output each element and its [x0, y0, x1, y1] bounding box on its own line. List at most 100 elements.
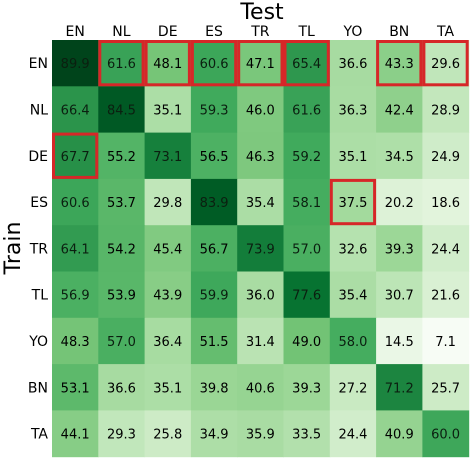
heatmap-cell	[144, 40, 192, 87]
cell-value-label: 25.8	[153, 428, 182, 443]
x-tick-label: YO	[343, 24, 363, 40]
heatmap-cell	[98, 271, 146, 319]
heatmap-cell	[98, 40, 146, 87]
heatmap-cell	[190, 132, 238, 180]
heatmap-cell	[98, 86, 146, 134]
cell-value-label: 57.0	[107, 335, 136, 350]
cell-value-label: 66.4	[61, 103, 90, 118]
cell-value-label: 7.1	[435, 335, 456, 350]
heatmap-cell	[283, 364, 331, 411]
cell-value-label: 46.3	[246, 150, 275, 165]
heatmap-cell	[237, 364, 284, 411]
heatmap-cell	[376, 410, 423, 458]
heatmap-cell	[329, 364, 377, 411]
x-tick-label: ES	[205, 24, 223, 40]
cell-value-label: 54.2	[107, 242, 136, 257]
heatmap-cell	[98, 225, 146, 272]
heatmap-cell	[329, 178, 377, 226]
heatmap-cell	[283, 132, 331, 180]
heatmap-cell	[98, 132, 146, 180]
x-tick-labels: EN NL DE ES TR TL YO BN TA	[65, 24, 454, 40]
y-tick-label: NL	[30, 102, 48, 118]
highlight-box	[283, 40, 330, 87]
highlight-layer	[52, 40, 469, 226]
cell-value-label: 30.7	[385, 289, 414, 304]
heatmap-cell	[376, 364, 423, 411]
cell-value-label: 32.6	[338, 242, 367, 257]
heatmap-cell	[422, 86, 470, 134]
heatmap-cell	[422, 225, 470, 272]
heatmap-cell	[329, 225, 377, 272]
x-tick-label: TR	[250, 24, 270, 40]
cell-value-label: 60.0	[431, 428, 460, 443]
cell-value-label: 43.3	[385, 57, 414, 72]
heatmap-cell	[329, 410, 377, 458]
highlight-box	[190, 40, 238, 87]
cell-value-label: 21.6	[431, 289, 460, 304]
x-tick-label: NL	[112, 24, 130, 40]
cell-value-label: 35.1	[153, 103, 182, 118]
cell-value-label: 35.4	[338, 289, 367, 304]
cell-value-label: 49.0	[292, 335, 321, 350]
cell-value-label: 14.5	[385, 335, 414, 350]
cell-value-label: 34.9	[200, 428, 229, 443]
y-tick-label: TR	[29, 241, 49, 257]
heatmap-cell	[144, 225, 192, 272]
y-tick-label: EN	[29, 56, 48, 72]
cell-value-label: 29.8	[153, 196, 182, 211]
cell-value-label: 58.1	[292, 196, 321, 211]
cell-value-label: 39.3	[385, 242, 414, 257]
heatmap-cell	[283, 410, 331, 458]
cell-value-label: 55.2	[107, 150, 136, 165]
heatmap-cell	[190, 410, 238, 458]
cell-value-label: 73.9	[246, 242, 275, 257]
heatmap-cell	[237, 225, 284, 272]
heatmap-cell	[376, 317, 423, 365]
cell-value-label: 35.9	[246, 428, 275, 443]
cell-value-label: 36.6	[338, 57, 367, 72]
cell-value-label: 43.9	[153, 289, 182, 304]
cell-value-label: 45.4	[153, 242, 182, 257]
cell-value-label: 60.6	[61, 196, 90, 211]
cell-value-label: 59.9	[200, 289, 229, 304]
heatmap-cell	[237, 132, 284, 180]
heatmap-cell	[52, 364, 99, 411]
cell-value-label: 29.6	[431, 57, 460, 72]
heatmap-cell	[329, 40, 377, 87]
heatmap-cell	[52, 178, 99, 226]
heatmap-cell	[376, 86, 423, 134]
heatmap-cell	[190, 86, 238, 134]
heatmap-cell	[237, 317, 284, 365]
highlight-box	[329, 178, 377, 226]
cell-value-label: 59.2	[292, 150, 321, 165]
cell-value-label: 71.2	[385, 381, 414, 396]
highlight-box	[98, 40, 145, 87]
heatmap-cell	[422, 410, 470, 458]
y-tick-label: DE	[28, 149, 48, 165]
cell-value-label: 28.9	[431, 103, 460, 118]
heatmap-cell	[376, 271, 423, 319]
heatmap-cell	[98, 410, 146, 458]
heatmap-cell	[144, 271, 192, 319]
cell-value-label: 35.1	[338, 150, 367, 165]
heatmap-cell	[190, 317, 238, 365]
cell-value-label: 39.3	[292, 381, 321, 396]
cell-value-label: 73.1	[153, 150, 182, 165]
cell-value-label: 60.6	[200, 57, 229, 72]
cell-value-label: 20.2	[385, 196, 414, 211]
heatmap-cell	[144, 364, 192, 411]
cell-value-label: 24.4	[431, 242, 460, 257]
heatmap-cell	[237, 410, 284, 458]
cell-value-label: 34.5	[385, 150, 414, 165]
x-tick-label: TA	[436, 24, 454, 40]
cell-layer: 89.9 61.6 48.1 60.6 47.1 65.4 36.6 43.3 29.6 66.4…	[52, 40, 470, 458]
heatmap-cell	[144, 132, 192, 180]
cell-value-label: 29.3	[107, 428, 136, 443]
cell-value-label: 36.6	[107, 381, 136, 396]
cell-value-label: 31.4	[246, 335, 275, 350]
heatmap-cell	[237, 86, 284, 134]
heatmap-cell	[422, 364, 470, 411]
heatmap-cell	[144, 410, 192, 458]
cell-value-label: 25.7	[431, 381, 460, 396]
